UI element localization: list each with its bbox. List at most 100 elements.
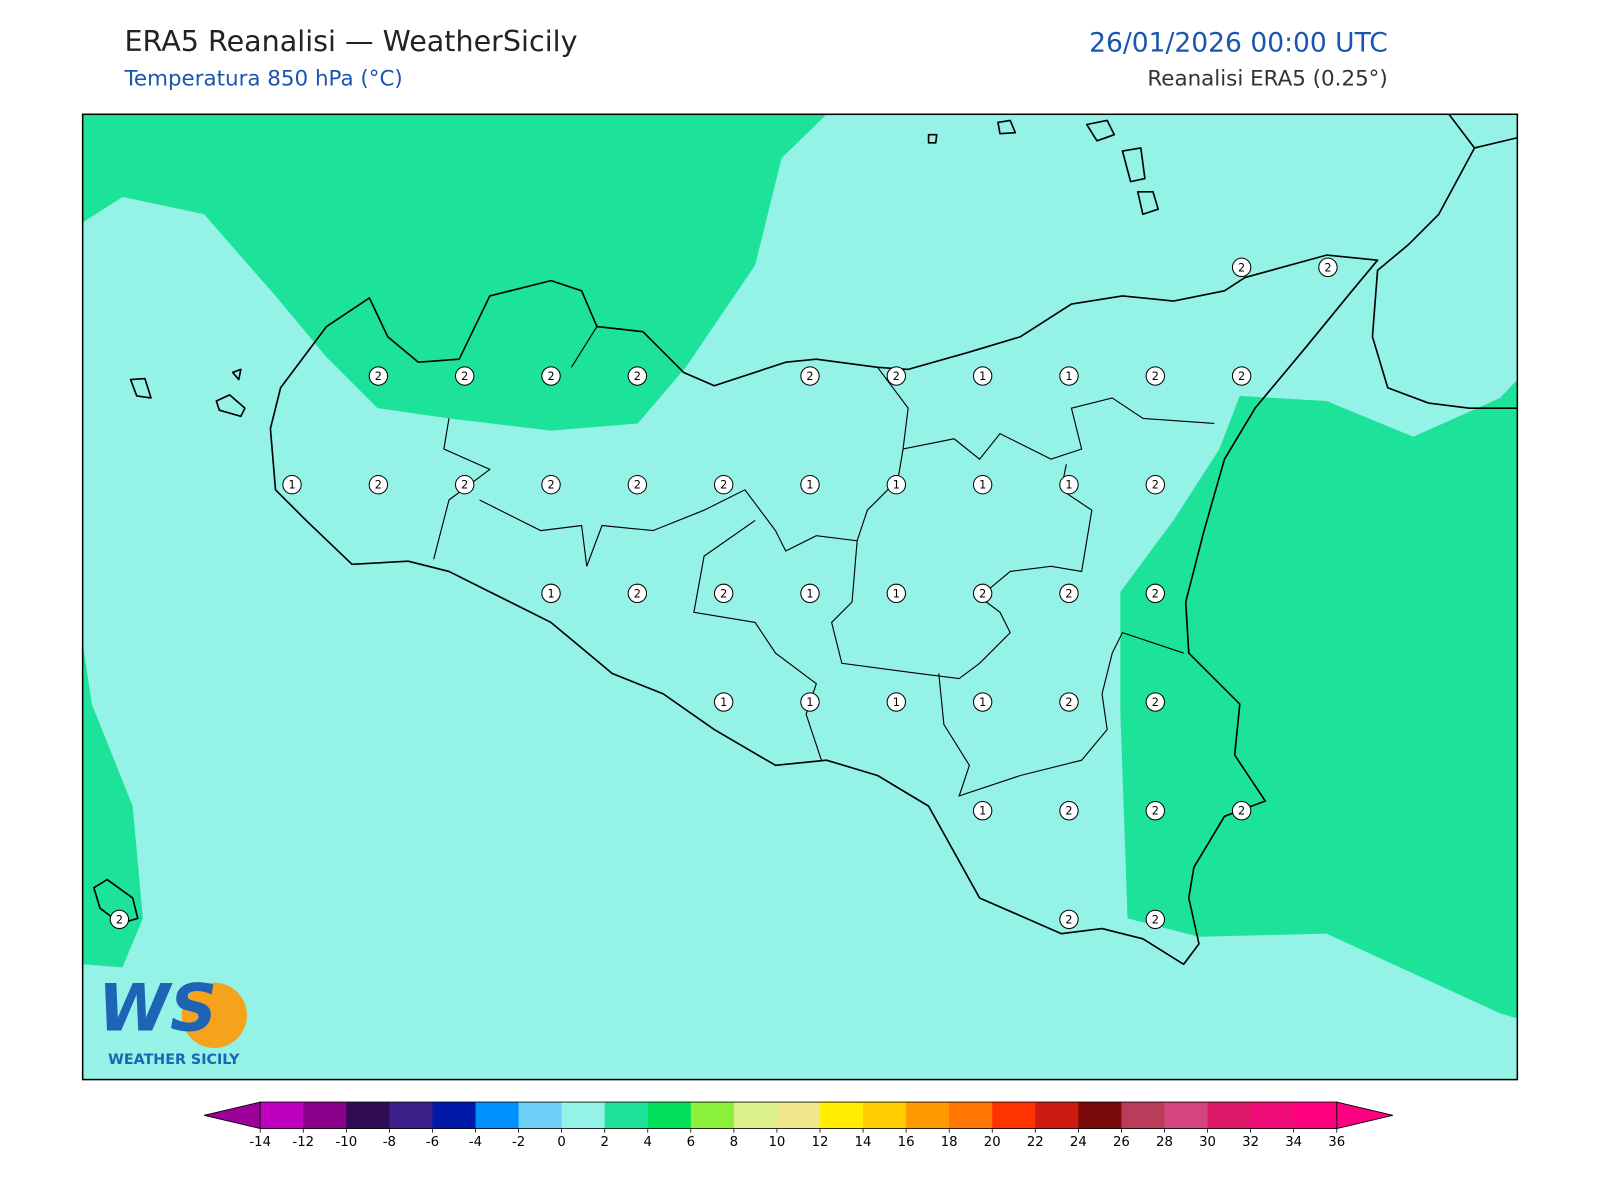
station-value: 1 [893,696,900,709]
colorbar-bin [604,1102,649,1129]
station-marker [1145,801,1165,821]
station-marker [627,475,648,495]
station-marker [454,366,475,386]
station-marker [1231,801,1252,821]
colorbar-tick-label: 4 [644,1135,652,1150]
station-marker [972,692,993,712]
station-marker [1318,257,1338,278]
station-marker [1145,475,1165,495]
station-value: 2 [720,479,727,492]
colorbar-tick-label: 24 [1070,1135,1087,1150]
station-marker [1145,909,1165,930]
colorbar-tick-label: 32 [1242,1135,1259,1150]
title: ERA5 Reanalisi — WeatherSicily [124,24,577,58]
station-value: 1 [720,696,727,709]
source: Reanalisi ERA5 (0.25°) [1147,67,1387,92]
station-marker [886,366,907,386]
station-value: 1 [806,479,813,492]
datetime: 26/01/2026 00:00 UTC [1089,27,1388,58]
colorbar-tick-label: 20 [984,1135,1001,1150]
station-value: 2 [1238,805,1245,818]
station-value: 2 [375,370,382,383]
station-marker [800,692,820,712]
colorbar-tick-label: 14 [855,1135,872,1150]
station-marker [109,909,130,930]
logo-name: WEATHER SICILY [108,1052,240,1068]
station-marker [541,475,561,495]
station-marker [1059,475,1079,495]
station-value: 2 [1238,370,1245,383]
colorbar-bin [863,1102,907,1129]
colorbar-bin [475,1102,520,1129]
station-value: 2 [634,370,641,383]
colorbar-tick-label: -2 [512,1135,525,1150]
colorbar-bin [776,1102,821,1129]
colorbar-bin [992,1102,1036,1129]
logo-mark: WS [98,970,217,1046]
station-value: 2 [1152,370,1159,383]
map-frame [81,113,1519,1081]
colorbar-tick-label: 30 [1199,1135,1216,1150]
colorbar-tick-label: 2 [600,1135,608,1150]
station-value: 1 [893,587,900,600]
colorbar-tick-label: 36 [1328,1135,1345,1150]
stations: 2 2 2 2 2 2 2 2 1 1 2 2 1 2 2 2 2 2 1 1 1 1 2 1 2 2 1 1 2 2 2 1 1 1 1 2 2 1 2 2… [109,257,1338,930]
station-value: 2 [1152,587,1159,600]
colorbar-bin [949,1102,993,1129]
colorbar-bin [733,1102,778,1129]
colorbar-tick-label: 26 [1113,1135,1130,1150]
station-marker [1231,257,1252,278]
colorbar-tick-label: 6 [687,1135,695,1150]
colorbar-tick-label: 28 [1156,1135,1173,1150]
logo-sun [181,982,247,1048]
station-value: 2 [1152,479,1159,492]
station-marker [1059,909,1079,930]
station-value: 2 [116,913,123,926]
station-marker [1059,366,1079,386]
colorbar-tick-label: -4 [469,1135,482,1150]
colorbar-bin [432,1102,477,1129]
station-marker [541,366,561,386]
station-marker [1145,583,1165,604]
colorbar-tick-label: 18 [941,1135,958,1150]
colorbar-tick-label: 8 [730,1135,738,1150]
station-marker [627,583,648,604]
colorbar-tick-label: 34 [1285,1135,1302,1150]
colorbar-bin [906,1102,950,1129]
colorbar-tick-label: -14 [249,1135,271,1150]
station-value: 2 [806,370,813,383]
colorbar-bin [820,1102,864,1129]
station-marker [454,475,475,495]
station-value: 2 [461,479,468,492]
station-marker [972,366,993,386]
station-value: 2 [1152,913,1159,926]
colorbar-tick-label: 16 [898,1135,915,1150]
colorbar-bin [647,1102,692,1129]
colorbar-bin [518,1102,563,1129]
colorbar-under [203,1101,261,1130]
colorbar-bin [1035,1102,1079,1129]
field-2-4 [1120,379,1518,1019]
station-marker [1231,366,1252,386]
station-marker [1145,366,1165,386]
logo: WS WEATHER SICILY [98,970,247,1068]
calabria-coast [1371,114,1518,409]
station-marker [1059,692,1079,712]
station-value: 1 [1065,479,1072,492]
station-marker [972,475,993,495]
colorbar-bin [1293,1102,1338,1129]
station-marker [972,583,993,604]
province-borders [433,326,1215,797]
station-value: 1 [1065,370,1072,383]
sicily-coast [269,254,1379,966]
colorbar-tick-label: -6 [426,1135,439,1150]
station-value: 1 [806,587,813,600]
colorbar-bin [1164,1102,1209,1129]
station-marker [886,475,907,495]
station-value: 2 [1065,805,1072,818]
colorbar-bin [260,1102,304,1129]
colorbar-over [1336,1101,1393,1130]
station-marker [800,583,820,604]
